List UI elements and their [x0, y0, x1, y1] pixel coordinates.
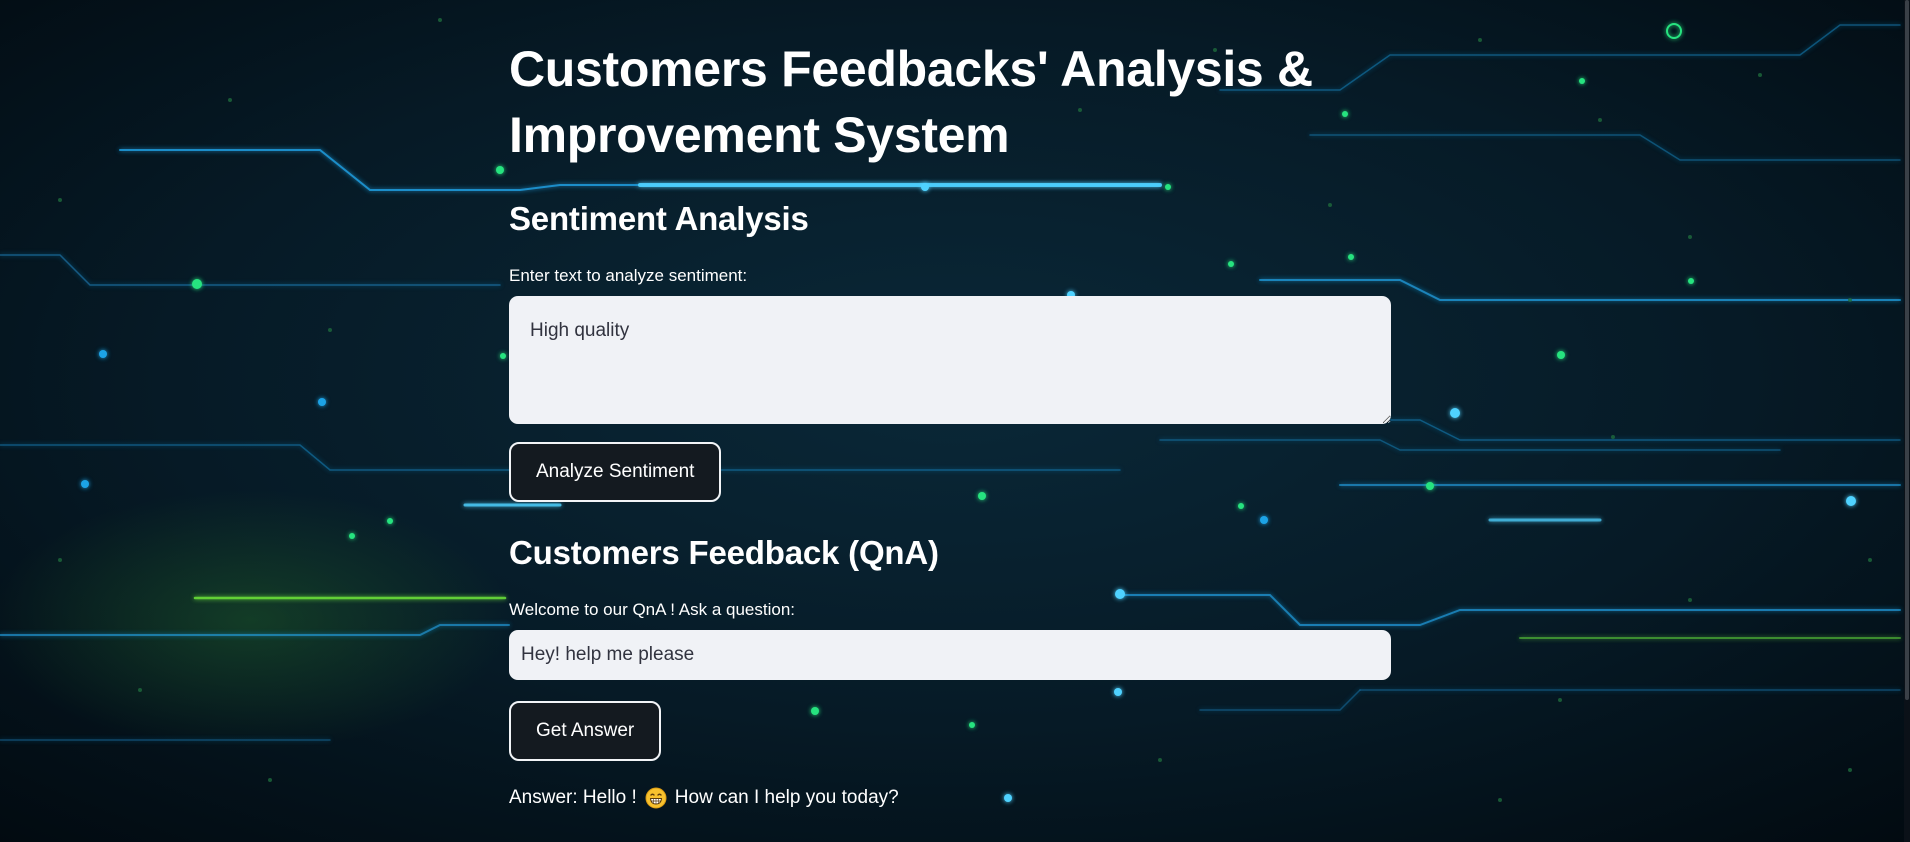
get-answer-button[interactable]: Get Answer: [509, 701, 662, 761]
analyze-sentiment-button[interactable]: Analyze Sentiment: [509, 442, 722, 502]
qna-input-label: Welcome to our QnA ! Ask a question:: [509, 600, 796, 619]
answer-suffix: How can I help you today?: [674, 787, 899, 808]
glow-dots: [81, 23, 1856, 802]
answer-prefix: Answer: Hello !: [509, 787, 637, 808]
scrollbar-thumb[interactable]: [1905, 0, 1909, 700]
sentiment-text-input[interactable]: High quality: [509, 296, 1391, 424]
qna-heading: Customers Feedback (QnA): [509, 534, 939, 571]
page-title: Customers Feedbacks' Analysis & Improvem…: [509, 41, 1313, 163]
sentiment-input-label: Enter text to analyze sentiment:: [509, 266, 748, 285]
grinning-face-icon: [645, 787, 667, 809]
answer-text: Answer: Hello ! How can I help you today…: [509, 786, 899, 810]
page-scrollbar[interactable]: [1904, 0, 1910, 842]
qna-question-input[interactable]: [509, 630, 1391, 680]
sentiment-heading: Sentiment Analysis: [509, 200, 809, 237]
